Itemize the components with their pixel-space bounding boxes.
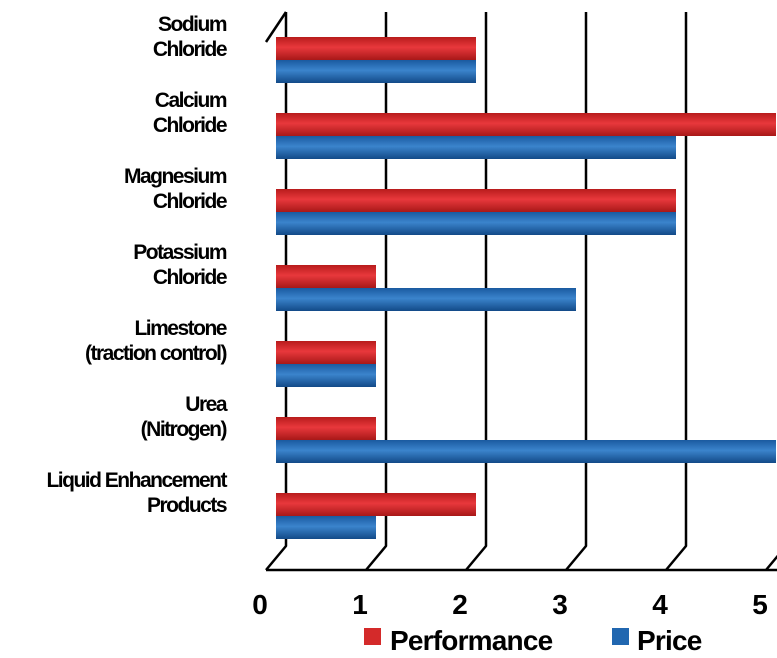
category-label: Liquid Enhancement Products [46, 469, 227, 517]
legend-swatch-performance [364, 628, 381, 645]
bar-price-2 [276, 212, 676, 235]
bar-price-5 [276, 440, 776, 463]
x-tick-label: 3 [552, 589, 568, 620]
bars [276, 37, 776, 539]
bar-price-4 [276, 364, 376, 387]
bar-performance-2 [276, 189, 676, 212]
bar-performance-4 [276, 341, 376, 364]
bar-performance-5 [276, 417, 376, 440]
gridline-5 [765, 554, 777, 571]
bar-performance-6 [276, 493, 476, 516]
x-tick-label: 0 [252, 589, 268, 620]
category-label: Urea (Nitrogen) [141, 393, 228, 441]
x-tick-label: 2 [452, 589, 468, 620]
legend-label-price: Price [637, 625, 702, 656]
bar-price-0 [276, 60, 476, 83]
legend-swatch-price [612, 628, 629, 645]
category-label: Magnesium Chloride [124, 165, 227, 213]
category-label: Sodium Chloride [153, 13, 227, 61]
legend-label-performance: Performance [390, 625, 553, 656]
bar-performance-0 [276, 37, 476, 60]
bar-price-3 [276, 288, 576, 311]
bar-performance-3 [276, 265, 376, 288]
gridline-4 [665, 12, 688, 571]
bar-price-1 [276, 136, 676, 159]
bar-performance-1 [276, 113, 776, 136]
category-label: Potassium Chloride [133, 241, 227, 289]
category-label: Limestone (traction control) [85, 317, 227, 365]
bar-price-6 [276, 516, 376, 539]
category-label: Calcium Chloride [153, 89, 227, 137]
x-tick-label: 1 [352, 589, 368, 620]
category-labels: Sodium Chloride Calcium Chloride Magnesium Ch… [46, 13, 229, 517]
legend: Performance Price [364, 625, 703, 656]
wall-edge [264, 11, 288, 43]
x-tick-label: 5 [752, 589, 768, 620]
x-tick-label: 4 [652, 589, 668, 620]
x-axis: 0 1 2 3 4 5 [252, 568, 777, 620]
